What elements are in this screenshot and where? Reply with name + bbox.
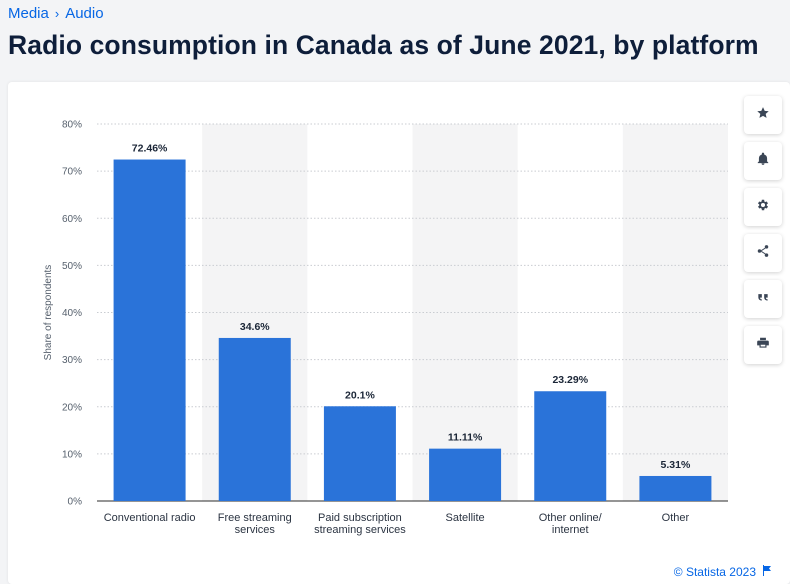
settings-button[interactable]	[744, 188, 782, 226]
y-tick-label: 60%	[62, 214, 82, 225]
notification-button[interactable]	[744, 142, 782, 180]
breadcrumb-audio-link[interactable]: Audio	[65, 5, 104, 22]
bar-value-label: 34.6%	[240, 321, 270, 333]
x-category-label: Free streaming	[218, 512, 292, 524]
star-icon	[756, 106, 770, 125]
statista-credit-link[interactable]: © Statista 2023	[673, 565, 756, 579]
bar	[534, 391, 607, 501]
bar	[218, 337, 291, 501]
x-category-label: Satellite	[446, 512, 485, 524]
print-button[interactable]	[744, 326, 782, 364]
print-icon	[756, 336, 770, 355]
bar	[113, 159, 186, 501]
y-tick-label: 70%	[62, 167, 82, 178]
bar-value-label: 11.11%	[448, 432, 483, 444]
share-button[interactable]	[744, 234, 782, 272]
breadcrumb-separator: ›	[54, 6, 60, 21]
x-category-label: services	[235, 524, 276, 536]
bar	[639, 475, 712, 501]
quote-icon	[756, 290, 770, 309]
x-category-label: Other	[662, 512, 690, 524]
y-tick-label: 0%	[68, 497, 83, 508]
bar	[429, 448, 502, 501]
chart-toolbar	[744, 96, 782, 364]
y-tick-label: 80%	[62, 120, 82, 131]
share-icon	[756, 244, 770, 263]
bar-value-label: 72.46%	[132, 143, 168, 155]
bell-icon	[756, 152, 770, 171]
y-tick-label: 40%	[62, 308, 82, 319]
x-category-label: internet	[552, 524, 589, 536]
x-category-label: Other online/	[539, 512, 603, 524]
y-tick-label: 10%	[62, 449, 82, 460]
bar-value-label: 23.29%	[552, 374, 588, 386]
breadcrumb: Media › Audio	[8, 5, 104, 22]
x-category-label: Paid subscription	[318, 512, 402, 524]
breadcrumb-media-link[interactable]: Media	[8, 5, 49, 22]
page-title: Radio consumption in Canada as of June 2…	[8, 30, 759, 60]
bar	[323, 406, 396, 501]
bar-value-label: 5.31%	[661, 459, 691, 471]
y-tick-label: 30%	[62, 355, 82, 366]
source-credit: © Statista 2023	[674, 565, 772, 579]
favorite-button[interactable]	[744, 96, 782, 134]
gear-icon	[756, 198, 770, 217]
cite-button[interactable]	[744, 280, 782, 318]
x-category-label: Conventional radio	[104, 512, 196, 524]
y-tick-label: 20%	[62, 402, 82, 413]
y-tick-label: 50%	[62, 261, 82, 272]
x-category-label: streaming services	[314, 524, 406, 536]
flag-icon[interactable]	[762, 565, 772, 579]
y-axis-label: Share of respondents	[43, 265, 54, 361]
bar-value-label: 20.1%	[345, 389, 375, 401]
